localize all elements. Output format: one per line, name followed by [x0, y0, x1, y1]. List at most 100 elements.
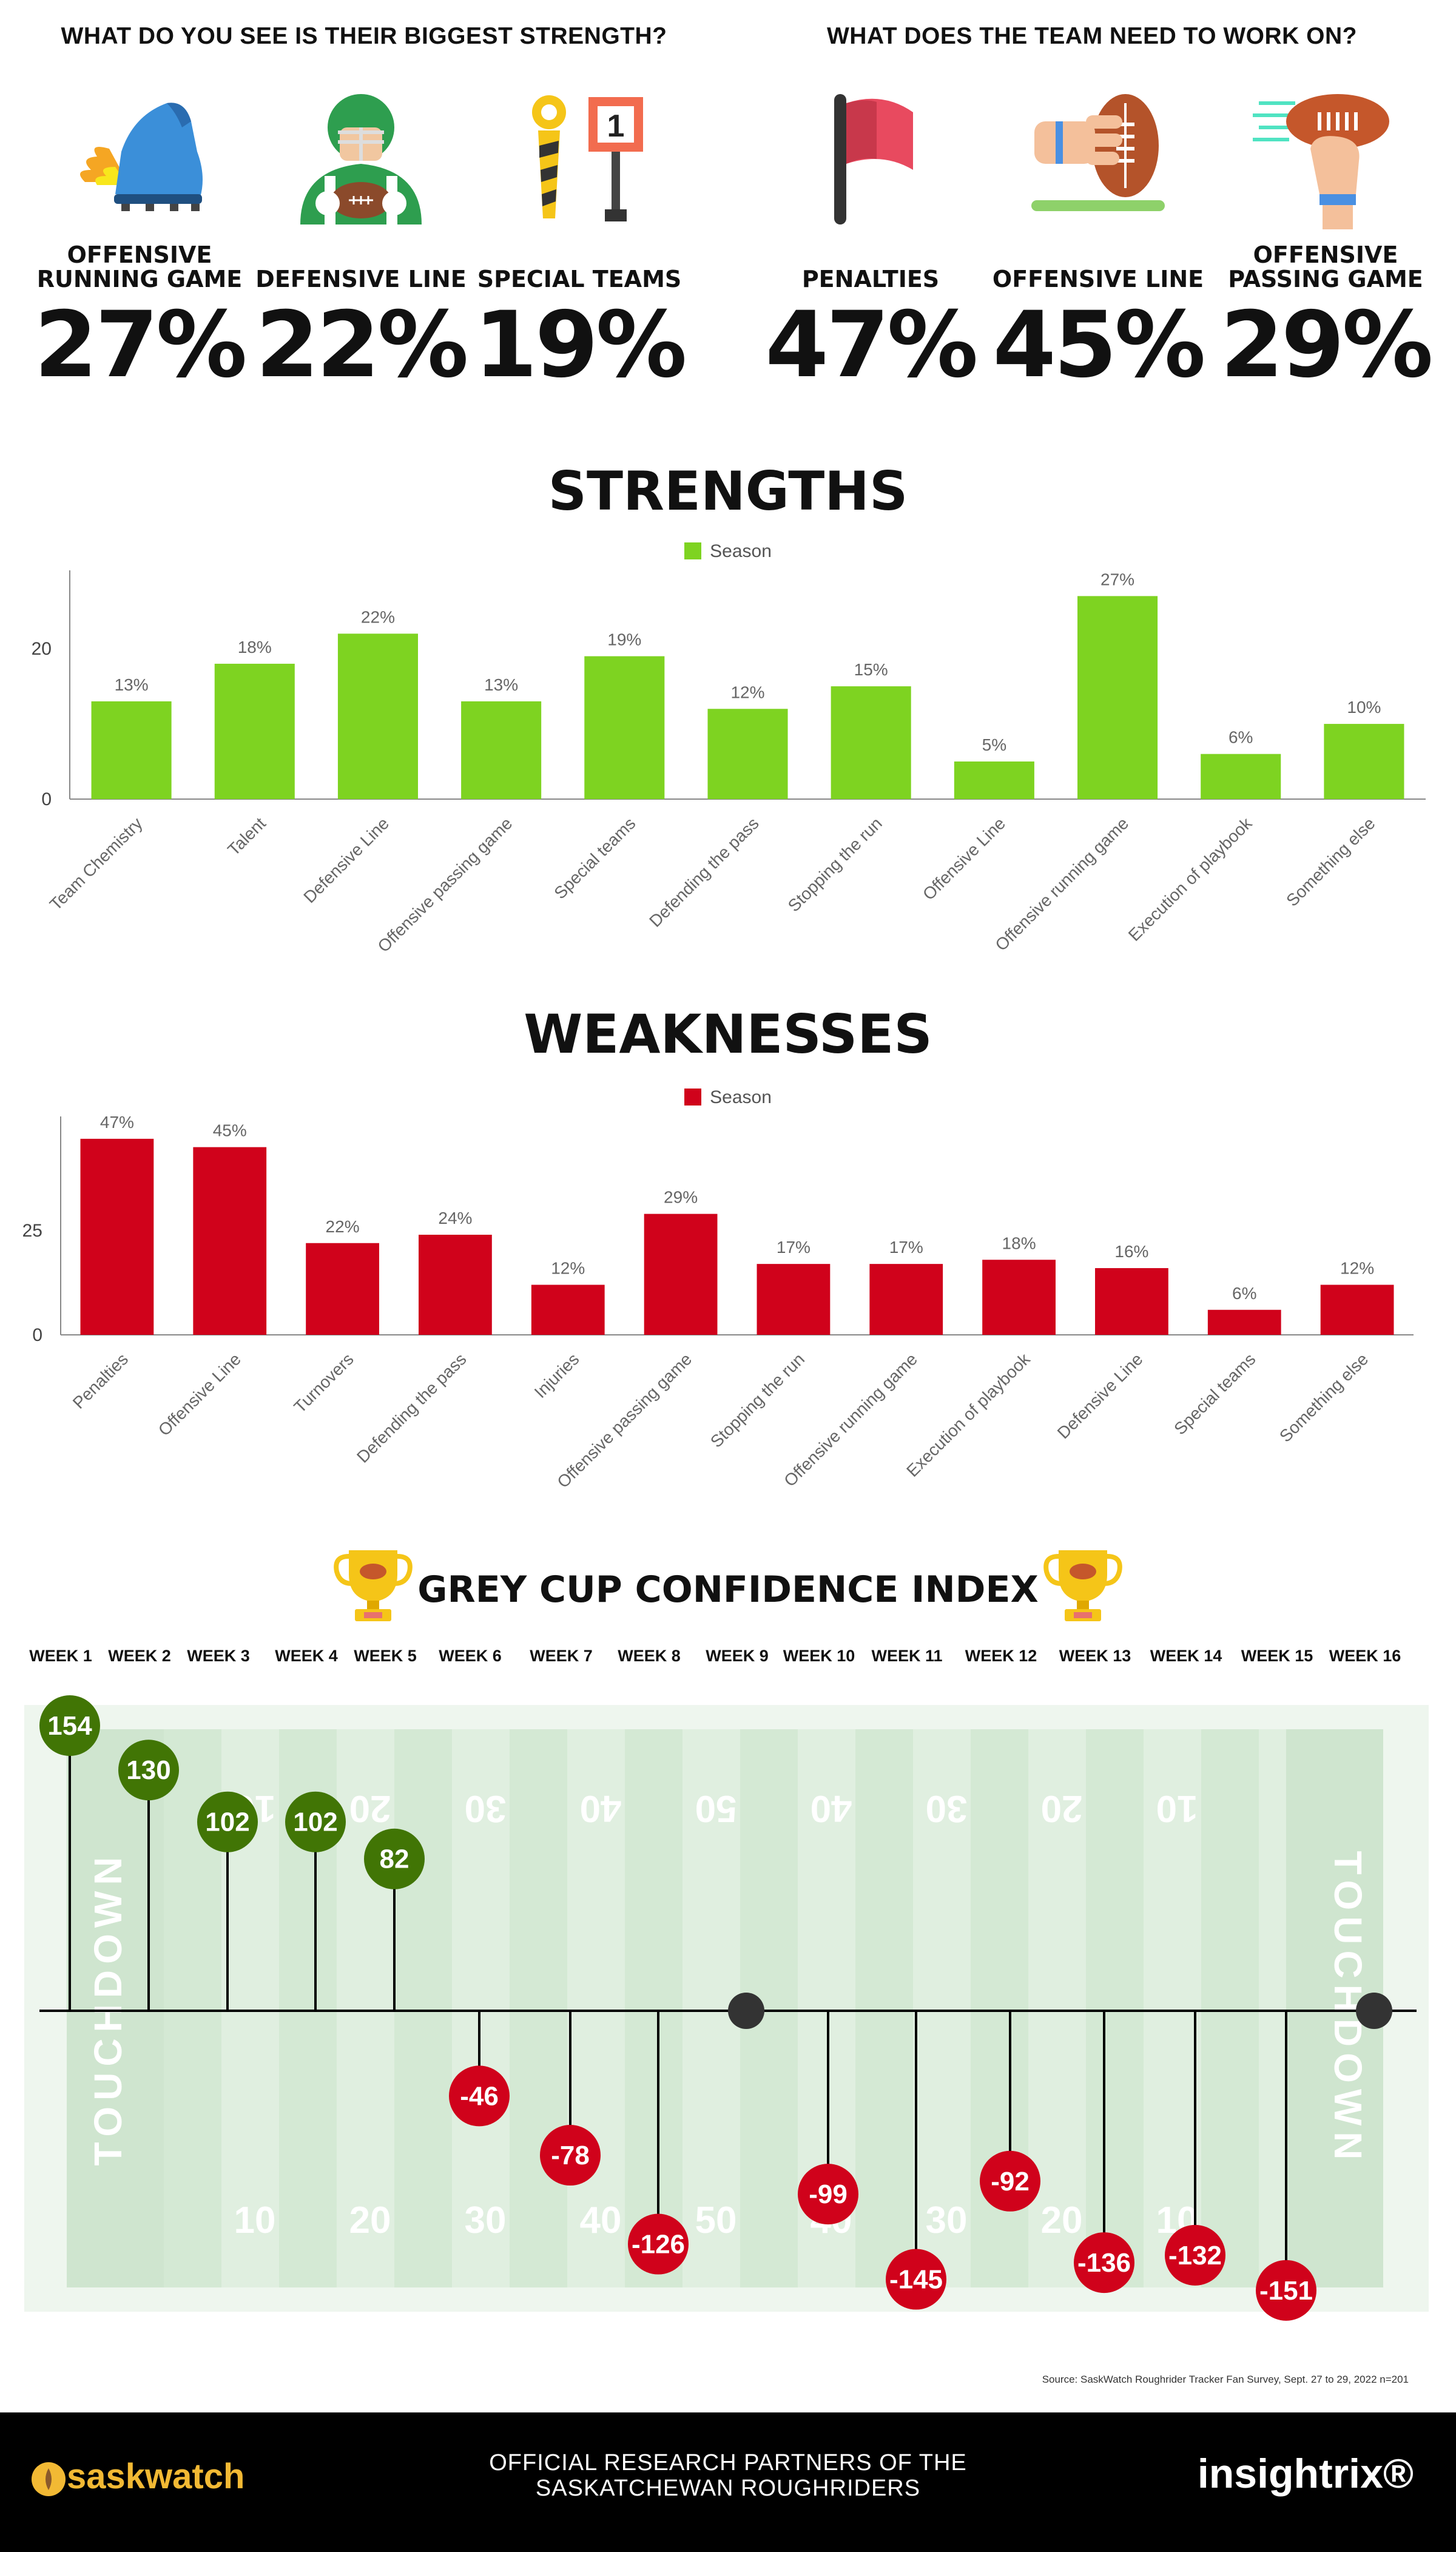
category-label: Offensive running game	[992, 814, 1133, 954]
week-label: WEEK 2	[108, 1647, 171, 1665]
lollipop-node	[118, 1740, 179, 1801]
top-weakness-pct: 29%	[1220, 292, 1433, 398]
field-stripe	[1201, 1729, 1259, 2287]
yard-number: 10	[1156, 1787, 1198, 1829]
lollipop-node	[1165, 2224, 1225, 2286]
weaknesses-legend: Season	[0, 1087, 1456, 1108]
data-label: 45%	[213, 1121, 247, 1140]
bar	[831, 686, 911, 799]
yard-number: 30	[465, 1787, 507, 1829]
down-marker-icon: 1	[500, 79, 658, 237]
strengths-title: STRENGTHS	[548, 460, 908, 522]
data-label: 13%	[115, 675, 149, 694]
endzone-label: TOUCHDOWN	[86, 1851, 130, 2166]
category-label: Turnovers	[291, 1349, 357, 1416]
top-strength-pct: 19%	[474, 292, 687, 398]
throwing-football-icon	[1247, 79, 1404, 237]
week-label: WEEK 11	[871, 1647, 942, 1665]
yard-number: 20	[349, 1787, 391, 1829]
week-label: WEEK 16	[1329, 1647, 1401, 1665]
y-tick-label: 0	[32, 1325, 42, 1345]
top-weakness-3: OFFENSIVE PASSING GAME 29%	[1216, 79, 1435, 391]
saskwatch-logo-icon	[30, 2461, 67, 2500]
bar	[1207, 1309, 1281, 1335]
category-label: Offensive passing game	[553, 1349, 695, 1491]
bar	[1077, 596, 1158, 799]
week-label: WEEK 15	[1241, 1647, 1313, 1665]
bar	[1324, 724, 1404, 799]
bar	[1095, 1268, 1168, 1335]
y-tick-label: 25	[22, 1221, 42, 1241]
top-weakness-2: OFFENSIVE LINE 45%	[989, 79, 1207, 391]
yard-number: 40	[580, 1787, 622, 1829]
yard-number: 50	[695, 2199, 737, 2241]
data-label: 6%	[1232, 1284, 1256, 1303]
data-label: 18%	[238, 638, 272, 657]
week-label: WEEK 8	[618, 1647, 681, 1665]
bar	[1320, 1284, 1394, 1335]
field-stripe	[855, 1729, 913, 2287]
week-label: WEEK 3	[187, 1647, 250, 1665]
penalty-flag-icon	[792, 79, 949, 237]
strengths-question: WHAT DO YOU SEE IS THEIR BIGGEST STRENGT…	[61, 23, 667, 49]
week-label: WEEK 13	[1059, 1647, 1131, 1665]
data-label: 29%	[664, 1188, 698, 1207]
data-label: 22%	[326, 1217, 360, 1236]
week-label: WEEK 1	[29, 1647, 92, 1665]
bar	[584, 656, 665, 799]
data-label: 12%	[730, 683, 764, 701]
lollipop-value: -126	[632, 2230, 685, 2260]
bar	[214, 663, 295, 799]
week-label: WEEK 4	[275, 1647, 338, 1665]
yard-number: 30	[926, 2199, 968, 2241]
yard-number: 50	[695, 1787, 737, 1829]
top-weakness-label: OFFENSIVE PASSING GAME	[1228, 241, 1423, 292]
data-label: 47%	[100, 1113, 134, 1132]
bar	[869, 1264, 943, 1335]
legend-label: Season	[710, 541, 772, 561]
week-label: WEEK 6	[439, 1647, 502, 1665]
trophy-icon	[331, 1541, 416, 1629]
category-label: Team Chemistry	[46, 814, 146, 914]
svg-text:1: 1	[607, 109, 625, 144]
bar	[1201, 754, 1281, 799]
category-label: Injuries	[531, 1349, 583, 1402]
category-label: Offensive passing game	[374, 814, 516, 956]
lollipop-node	[980, 2150, 1040, 2212]
lollipop-node	[449, 2065, 510, 2127]
field-stripe	[1086, 1729, 1144, 2287]
yard-number: 20	[1041, 1787, 1083, 1829]
bar	[461, 701, 542, 799]
data-label: 16%	[1114, 1242, 1148, 1261]
weaknesses-title: WEAKNESSES	[524, 1003, 932, 1065]
lollipop-value: 102	[205, 1808, 249, 1837]
yard-number: 20	[1041, 2199, 1083, 2241]
lollipop-node	[39, 1695, 100, 1756]
lollipop-value: -99	[809, 2179, 848, 2209]
data-label: 6%	[1228, 728, 1253, 747]
data-label: 19%	[607, 630, 641, 649]
yard-number: 10	[234, 2199, 276, 2241]
top-strength-label: OFFENSIVE RUNNING GAME	[36, 241, 243, 292]
data-label: 18%	[1002, 1234, 1036, 1252]
top-strength-pct: 22%	[255, 292, 468, 398]
bar	[419, 1235, 492, 1335]
source-note: Source: SaskWatch Roughrider Tracker Fan…	[1042, 2374, 1409, 2385]
footer-line-1: OFFICIAL RESEARCH PARTNERS OF THE	[489, 2450, 967, 2476]
bar	[982, 1260, 1056, 1335]
data-label: 22%	[361, 607, 395, 626]
data-label: 24%	[438, 1209, 472, 1227]
data-label: 12%	[1340, 1259, 1374, 1278]
lollipop-value: -132	[1168, 2241, 1222, 2270]
cleat-icon	[61, 79, 218, 237]
yard-number: 40	[580, 2199, 622, 2241]
strengths-chart: 0 20 13% Team Chemistry 18% Talent 22% Defensiv…	[32, 570, 1426, 956]
no-data-marker	[728, 1993, 764, 2029]
lollipop-node	[628, 2213, 689, 2275]
category-label: Penalties	[69, 1349, 132, 1412]
top-weakness-pct: 47%	[765, 292, 978, 398]
footer: saskwatch OFFICIAL RESEARCH PARTNERS OF …	[0, 2412, 1456, 2552]
week-label: WEEK 12	[965, 1647, 1037, 1665]
no-data-marker	[1356, 1993, 1392, 2029]
lollipop-value: -92	[991, 2167, 1030, 2196]
